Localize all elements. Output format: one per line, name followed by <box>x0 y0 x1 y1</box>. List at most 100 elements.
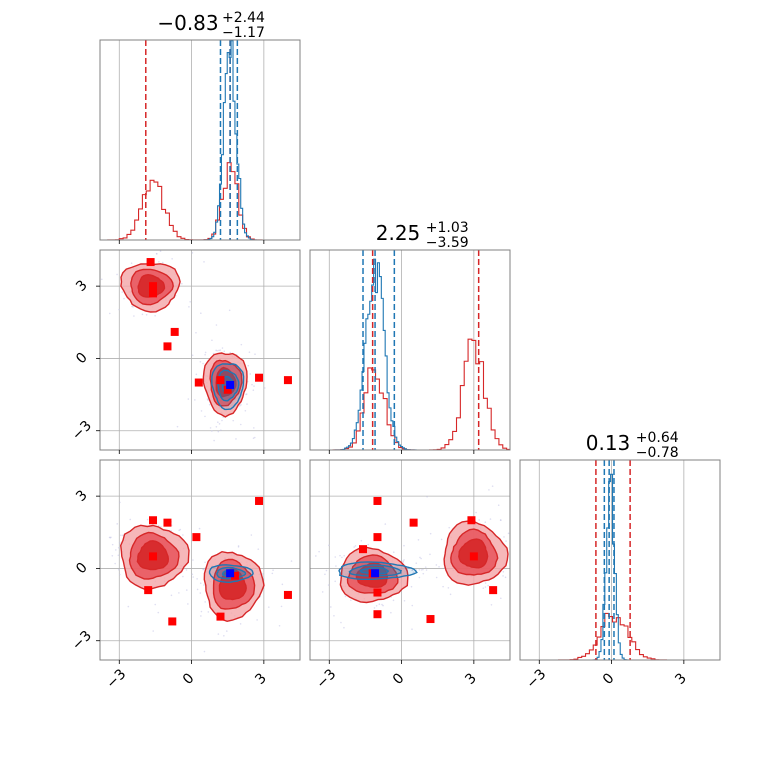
sample-point <box>199 582 202 584</box>
red-marker <box>163 518 172 527</box>
sample-point <box>133 315 135 317</box>
sample-point <box>141 313 144 316</box>
sample-point <box>318 550 320 553</box>
sample-point <box>203 650 206 653</box>
sample-point <box>515 570 517 572</box>
sample-point <box>204 601 206 603</box>
y-tick-label: 0 <box>73 560 91 578</box>
sample-point <box>123 297 125 300</box>
sample-point <box>252 437 255 440</box>
sample-point <box>111 555 114 557</box>
sample-point <box>204 561 206 564</box>
sample-point <box>119 573 121 576</box>
sample-point <box>253 385 255 387</box>
sample-point <box>251 383 253 386</box>
sample-point <box>272 569 274 571</box>
sample-point <box>157 611 160 614</box>
red-marker <box>146 258 155 267</box>
sample-point <box>118 541 121 544</box>
sample-point <box>218 349 220 352</box>
sample-point <box>252 389 255 392</box>
sample-point <box>246 403 248 405</box>
blue-marker <box>226 569 235 578</box>
panel-title-upper-error: +2.44 <box>222 10 265 26</box>
sample-point <box>267 606 270 608</box>
red-marker <box>149 552 158 561</box>
sample-point <box>420 557 422 560</box>
red-marker <box>149 282 158 291</box>
sample-point <box>507 532 510 535</box>
sample-point <box>415 562 418 564</box>
sample-point <box>179 528 182 531</box>
sample-point <box>487 584 489 587</box>
sample-point <box>410 585 413 588</box>
sample-point <box>225 630 228 632</box>
sample-point <box>503 536 505 538</box>
sample-point <box>412 571 415 574</box>
sample-point <box>219 349 222 351</box>
histogram-panel-1 <box>309 249 511 454</box>
sample-point <box>500 597 502 600</box>
sample-point <box>114 562 116 565</box>
sample-point <box>280 605 283 608</box>
sample-point <box>478 519 480 521</box>
sample-point <box>160 526 162 528</box>
y-tick-label: 0 <box>73 350 91 368</box>
sample-point <box>513 574 515 576</box>
sample-point <box>333 614 335 617</box>
red-marker <box>283 376 292 385</box>
sample-point <box>206 398 209 400</box>
panel-background <box>520 460 720 660</box>
panel-background <box>310 250 510 450</box>
sample-point <box>350 599 352 601</box>
blue-marker <box>226 380 235 389</box>
sample-point <box>442 585 444 588</box>
histogram-panel-0 <box>99 39 301 244</box>
panel-title-value: 2.25 <box>376 221 421 245</box>
sample-point <box>419 556 421 559</box>
sample-point <box>491 485 494 487</box>
sample-point <box>90 555 92 557</box>
sample-point <box>191 252 194 254</box>
sample-point <box>440 538 443 541</box>
x-tick-label: 3 <box>672 670 690 688</box>
sample-point <box>121 534 124 537</box>
sample-point <box>403 559 405 561</box>
sample-point <box>392 599 395 602</box>
x-tick-label: −3 <box>523 666 549 692</box>
sample-point <box>170 594 173 597</box>
sample-point <box>188 306 190 308</box>
sample-point <box>504 576 507 579</box>
sample-point <box>261 573 264 575</box>
sample-point <box>482 587 485 589</box>
sample-point <box>228 309 231 312</box>
sample-point <box>152 630 154 632</box>
sample-point <box>218 423 221 425</box>
sample-point <box>216 349 218 352</box>
sample-point <box>212 352 215 355</box>
red-marker <box>283 590 292 599</box>
sample-point <box>392 551 395 554</box>
sample-point <box>215 425 218 428</box>
scatter-panel-2 <box>309 459 517 664</box>
scatter-panel-0 <box>96 249 301 454</box>
sample-point <box>426 495 428 498</box>
sample-point <box>130 262 133 265</box>
sample-point <box>281 583 284 586</box>
panel-title-upper-error: +0.64 <box>636 430 679 446</box>
sample-point <box>117 568 120 571</box>
sample-point <box>484 582 487 584</box>
sample-point <box>159 250 162 253</box>
sample-point <box>340 621 342 624</box>
sample-point <box>489 518 492 520</box>
red-marker <box>216 376 225 385</box>
sample-point <box>209 427 212 429</box>
sample-point <box>438 565 440 568</box>
sample-point <box>171 257 173 260</box>
sample-point <box>129 518 132 521</box>
sample-point <box>420 569 423 571</box>
sample-point <box>429 532 432 535</box>
sample-point <box>203 584 205 586</box>
panel-title-lower-error: −3.59 <box>426 235 469 251</box>
sample-point <box>375 604 378 607</box>
